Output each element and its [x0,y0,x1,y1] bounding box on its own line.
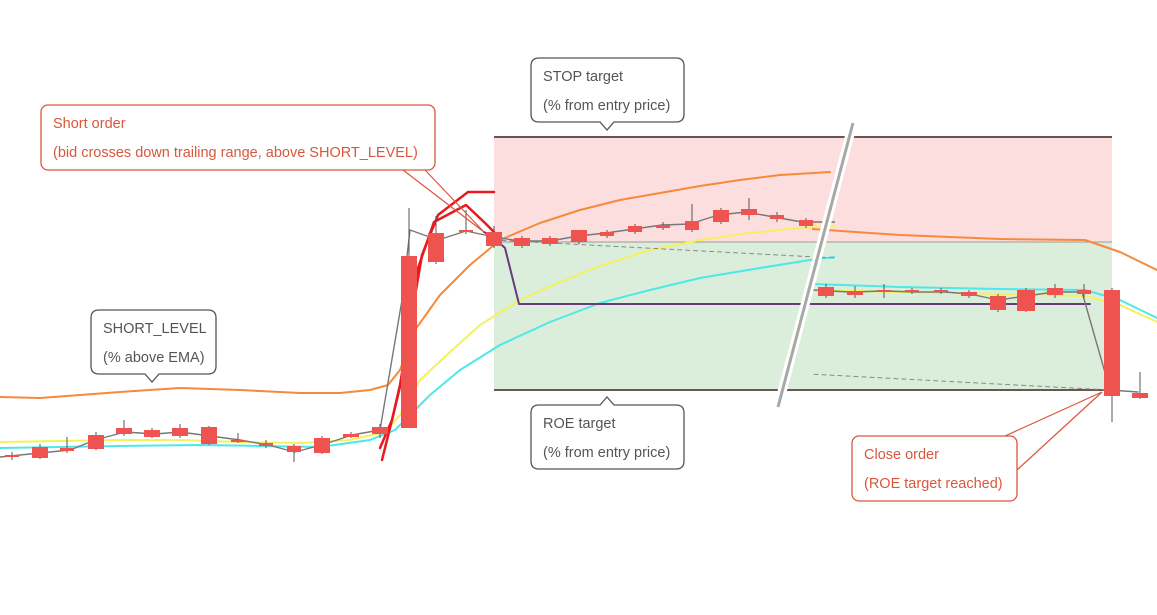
short-order-callout: Short order (bid crosses down trailing ra… [40,104,485,233]
bearish-candle [600,232,614,236]
close-order-callout: Close order (ROE target reached) [851,391,1103,502]
bearish-candle [5,455,19,457]
bearish-candle [685,221,699,230]
callout-pointer [402,169,485,233]
time-break-marker [773,121,858,409]
bearish-candle [713,210,729,222]
callout-subtitle: (% from entry price) [543,98,670,114]
callout-pointer [1016,391,1103,471]
bearish-candle [116,428,132,434]
ema-fast-line [0,256,835,449]
bearish-candle [486,232,502,246]
bearish-candle [628,226,642,232]
bearish-candle [1077,290,1091,294]
bearish-candle [231,440,245,442]
bearish-candle [1132,393,1148,398]
trailing-range-upper-line [380,190,496,462]
ema-fast-line [812,283,1157,319]
bearish-candle [741,209,757,215]
bearish-candle [172,428,188,436]
callout-subtitle: (% from entry price) [543,445,670,461]
stop-target-callout: STOP target (% from entry price) [530,57,685,131]
callout-box [851,435,1018,502]
callout-title: STOP target [543,69,623,85]
callout-box [40,104,436,171]
ema-medium-line [0,225,835,444]
bearish-candle [961,292,977,296]
bearish-candle [818,287,834,296]
bearish-candle [201,427,217,444]
callout-title: Close order [864,447,939,463]
bearish-candle [144,430,160,437]
bearish-candle [1104,290,1120,396]
bearish-candle [1017,290,1035,311]
callout-pointer [1004,391,1103,437]
callout-subtitle: (% above EMA) [103,350,205,366]
bearish-candle [314,438,330,453]
callout-pointer [424,169,485,233]
bearish-candle [571,230,587,242]
callout-subtitle: (ROE target reached) [864,476,1003,492]
bearish-candle [799,220,813,226]
bearish-candle [428,233,444,262]
callout-box [90,309,217,383]
bearish-candle [542,238,558,244]
callout-box [530,57,685,131]
bearish-candle [60,448,74,451]
callout-box [530,396,685,470]
callout-title: SHORT_LEVEL [103,321,207,337]
bearish-candle [459,230,473,232]
bearish-candle [770,215,784,219]
bearish-candle [372,427,388,434]
roe-target-callout: ROE target (% from entry price) [530,396,685,470]
bearish-candle [877,290,891,292]
callout-subtitle: (bid crosses down trailing range, above … [53,145,418,161]
bearish-candle [32,447,48,458]
callout-title: ROE target [543,416,616,432]
ema-slow-line [812,228,1157,271]
bearish-candle [905,290,919,292]
bearish-candle [847,291,863,295]
bearish-candle [1047,288,1063,295]
bearish-candle [259,443,273,446]
trailing-range-lower-line [378,203,496,450]
bearish-candle [990,296,1006,310]
bearish-candle [401,256,417,428]
bearish-candle [88,435,104,449]
bearish-candle [287,446,301,452]
bearish-candle [343,434,359,437]
short-level-callout: SHORT_LEVEL (% above EMA) [90,309,217,383]
callout-title: Short order [53,116,126,132]
bearish-candle [934,290,948,292]
bearish-candle [656,225,670,228]
exit-projection-dashed-line [812,373,1111,391]
bearish-candle [514,238,530,246]
stop-target-zone [494,137,1112,242]
